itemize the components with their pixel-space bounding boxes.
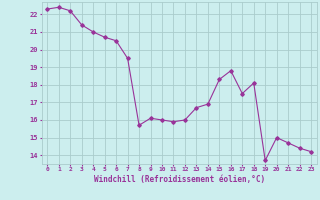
X-axis label: Windchill (Refroidissement éolien,°C): Windchill (Refroidissement éolien,°C)	[94, 175, 265, 184]
